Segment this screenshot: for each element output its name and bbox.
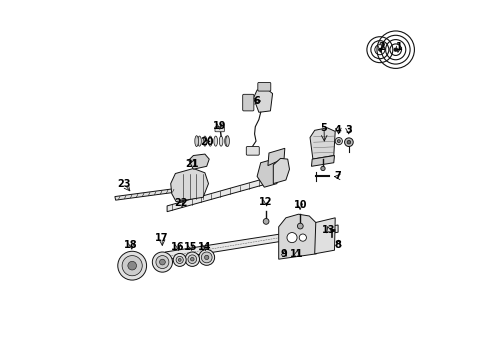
Polygon shape [165,225,337,260]
Polygon shape [253,88,272,112]
Text: 13: 13 [322,225,335,235]
Circle shape [335,138,342,145]
Circle shape [190,257,194,261]
Text: 2: 2 [377,42,384,52]
Text: 4: 4 [334,125,341,135]
Ellipse shape [219,136,223,146]
Circle shape [127,261,136,270]
FancyBboxPatch shape [215,127,224,132]
Polygon shape [314,218,335,254]
Text: 7: 7 [334,171,341,181]
Text: 20: 20 [200,137,213,147]
Polygon shape [167,177,270,212]
Text: 12: 12 [259,197,272,207]
Circle shape [297,223,303,229]
Text: 3: 3 [345,125,351,135]
Polygon shape [170,168,208,202]
Text: 15: 15 [183,242,197,252]
Circle shape [122,256,142,276]
Polygon shape [267,148,284,166]
FancyBboxPatch shape [242,94,253,111]
Text: 19: 19 [212,121,225,131]
Circle shape [159,259,165,265]
Polygon shape [273,158,289,184]
Ellipse shape [208,136,212,146]
Circle shape [156,256,168,269]
Polygon shape [257,160,280,187]
Text: 6: 6 [253,96,260,106]
Circle shape [185,252,199,266]
Ellipse shape [224,136,228,146]
FancyBboxPatch shape [257,82,270,91]
Circle shape [299,234,306,241]
Polygon shape [278,214,316,259]
Circle shape [286,233,296,243]
Circle shape [377,48,381,51]
Circle shape [176,256,183,264]
Text: 1: 1 [395,42,402,52]
Circle shape [178,258,181,261]
Circle shape [393,48,397,52]
Text: 10: 10 [293,200,306,210]
Polygon shape [188,154,209,169]
Circle shape [118,251,146,280]
Ellipse shape [225,136,229,147]
Circle shape [344,138,352,147]
Polygon shape [309,128,335,159]
Circle shape [320,166,325,171]
Text: 17: 17 [155,233,168,243]
Text: 5: 5 [320,123,326,133]
Circle shape [201,252,212,263]
FancyBboxPatch shape [246,147,259,155]
Text: 18: 18 [124,240,138,250]
Circle shape [263,219,268,224]
Text: 9: 9 [280,249,287,259]
Polygon shape [311,156,334,166]
Text: 23: 23 [117,179,130,189]
Text: 22: 22 [174,198,188,208]
Text: 8: 8 [334,240,341,250]
Circle shape [346,140,350,144]
Circle shape [152,252,172,272]
Text: 11: 11 [289,249,303,259]
Text: 16: 16 [171,242,184,252]
Circle shape [173,253,186,266]
Polygon shape [115,188,180,200]
Circle shape [337,140,340,143]
Ellipse shape [213,136,217,146]
Circle shape [204,255,208,260]
Text: 14: 14 [198,242,211,252]
Circle shape [187,255,196,264]
Ellipse shape [203,136,206,146]
Circle shape [199,249,214,265]
Text: 21: 21 [185,159,199,169]
Ellipse shape [197,136,201,146]
Ellipse shape [194,136,198,147]
